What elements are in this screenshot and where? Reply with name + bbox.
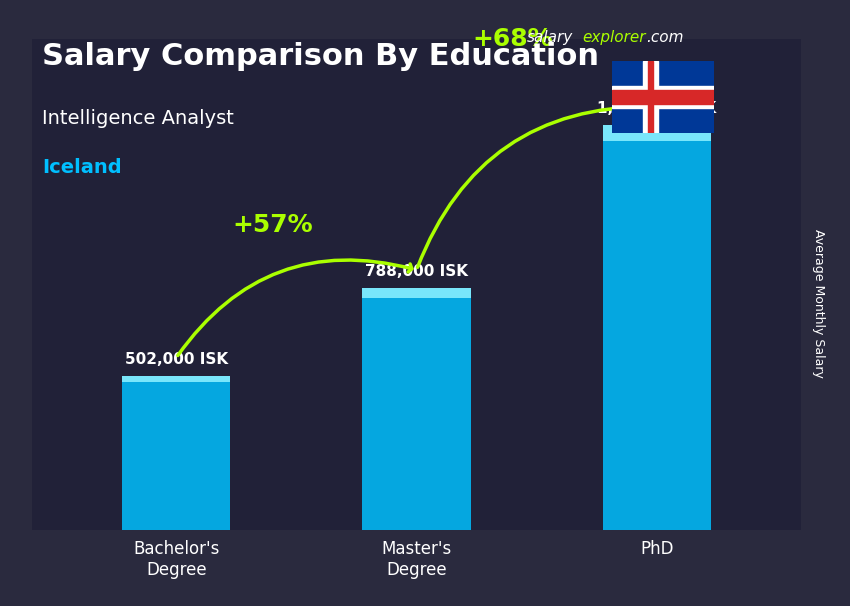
Bar [603, 125, 711, 141]
Text: Salary Comparison By Education: Salary Comparison By Education [42, 42, 599, 72]
Bar [603, 125, 711, 530]
Bar [122, 376, 230, 382]
Bar [362, 288, 471, 298]
Text: Intelligence Analyst: Intelligence Analyst [42, 109, 235, 128]
Bar [648, 61, 653, 133]
Text: 788,000 ISK: 788,000 ISK [365, 264, 468, 279]
Bar [612, 86, 714, 108]
Text: +68%: +68% [473, 27, 553, 51]
Bar [122, 376, 230, 530]
Text: salary: salary [527, 30, 573, 45]
Text: .com: .com [646, 30, 683, 45]
Bar [612, 90, 714, 104]
Text: Average Monthly Salary: Average Monthly Salary [812, 228, 824, 378]
Bar [643, 61, 658, 133]
Text: 502,000 ISK: 502,000 ISK [125, 352, 228, 367]
Text: explorer: explorer [582, 30, 646, 45]
Bar [362, 288, 471, 530]
Text: Iceland: Iceland [42, 158, 122, 176]
Text: 1,320,000 ISK: 1,320,000 ISK [598, 101, 717, 116]
Text: +57%: +57% [232, 213, 313, 237]
